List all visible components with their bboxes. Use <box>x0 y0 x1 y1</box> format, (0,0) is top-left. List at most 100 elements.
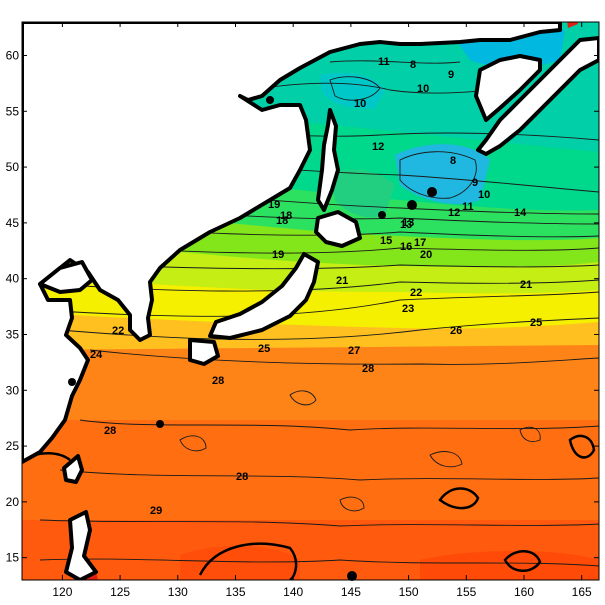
isotherm-lines <box>22 60 599 567</box>
y-tick-label: 35 <box>6 327 20 341</box>
x-tick-label: 150 <box>399 585 419 599</box>
bold-isotherm <box>198 542 298 580</box>
plot-frame <box>21 21 600 581</box>
isotherm <box>39 519 599 527</box>
isotherm <box>429 451 463 468</box>
contour-label: 23 <box>402 303 414 315</box>
x-tick-label: 145 <box>341 585 361 599</box>
orange-band <box>22 340 599 420</box>
isotherm <box>329 76 381 101</box>
isotherm <box>519 426 541 442</box>
contour-label: 13 <box>402 217 414 229</box>
contour-label: 24 <box>90 349 103 361</box>
contour-label: 26 <box>450 325 462 337</box>
isotherm <box>179 435 207 452</box>
x-tick-label: 130 <box>168 585 188 599</box>
contour-label: 10 <box>478 189 490 201</box>
contour-label: 27 <box>348 345 360 357</box>
contour-label: 12 <box>372 141 384 153</box>
island-dot <box>68 378 76 386</box>
contour-label: 13 <box>400 219 412 231</box>
cool-patch-okhotsk <box>320 72 385 109</box>
contour-label: 29 <box>150 505 162 517</box>
contour-label: 28 <box>236 471 248 483</box>
red-spot-kamchatka <box>567 22 578 28</box>
contour-label: 18 <box>280 210 292 222</box>
island-dot <box>378 211 386 219</box>
contour-label: 8 <box>450 155 456 167</box>
y-tick-label: 50 <box>6 160 20 174</box>
contour-label: 21 <box>336 275 348 287</box>
isotherm <box>289 390 317 406</box>
x-tick-label: 135 <box>225 585 245 599</box>
contour-label: 15 <box>380 235 392 247</box>
y-tick-label: 60 <box>6 48 20 62</box>
island-dot <box>266 96 274 104</box>
contour-label: 19 <box>268 199 280 211</box>
contour-label: 8 <box>410 59 416 71</box>
y-tick-label: 20 <box>6 495 20 509</box>
isotherm <box>59 469 599 481</box>
asian-mainland <box>22 22 562 464</box>
contour-label: 16 <box>400 241 412 253</box>
kamchatka-peninsula <box>476 36 599 156</box>
hot-patch-south <box>180 545 300 580</box>
isotherm <box>79 419 599 431</box>
x-tick-label: 120 <box>52 585 72 599</box>
contour-label: 25 <box>258 343 270 355</box>
contour-label: 11 <box>378 56 390 68</box>
y-tick-label: 15 <box>6 551 20 565</box>
japan-kyushu-shikoku <box>188 338 220 366</box>
isotherm <box>89 349 599 365</box>
contour-label: 19 <box>272 249 284 261</box>
bold-isotherm <box>503 550 542 572</box>
isotherm <box>339 496 365 512</box>
y-tick-label: 40 <box>6 272 20 286</box>
contour-label: 22 <box>410 287 422 299</box>
contour-label: 9 <box>472 177 478 189</box>
x-tick-label: 155 <box>456 585 476 599</box>
y-tick-label: 55 <box>6 104 20 118</box>
island-dot <box>347 571 357 581</box>
contour-label: 10 <box>354 98 366 110</box>
isotherm <box>39 558 599 567</box>
hokkaido-island <box>314 210 362 248</box>
contour-label: 20 <box>420 249 432 261</box>
y-tick-label: 45 <box>6 216 20 230</box>
contour-label: 22 <box>112 325 124 337</box>
isotherm <box>329 60 461 64</box>
contour-label: 14 <box>514 207 527 219</box>
x-tick-label: 165 <box>572 585 592 599</box>
contour-label: 28 <box>212 375 224 387</box>
taiwan-island <box>62 454 84 484</box>
island-dot <box>156 420 164 428</box>
bold-isotherm <box>438 487 480 510</box>
contour-label: 10 <box>417 83 429 95</box>
longitude-axis: 120 125 130 135 140 145 150 155 160 165 <box>52 22 592 599</box>
warm-band <box>22 420 599 520</box>
bold-isotherm <box>568 434 596 459</box>
contour-label: 12 <box>448 207 460 219</box>
japan-honshu <box>208 252 320 340</box>
contour-label: 21 <box>520 279 532 291</box>
contour-label: 28 <box>362 363 374 375</box>
isotherm <box>59 317 599 340</box>
contour-label: 28 <box>104 425 116 437</box>
land-masses <box>22 22 599 580</box>
contour-label: 9 <box>448 69 454 81</box>
y-tick-label: 25 <box>6 439 20 453</box>
x-tick-label: 125 <box>110 585 130 599</box>
y-tick-label: 30 <box>6 383 20 397</box>
luzon-island <box>64 510 98 580</box>
small-islands <box>68 96 437 581</box>
isotherm <box>399 151 477 199</box>
shandong-peninsula <box>38 260 94 294</box>
x-tick-label: 160 <box>514 585 534 599</box>
contour-labels: 11 9 8 10 10 12 8 9 10 11 12 13 14 15 16… <box>90 56 542 517</box>
contour-label: 18 <box>276 215 288 227</box>
island-dot <box>427 187 437 197</box>
contour-label: 17 <box>414 237 426 249</box>
kuril-gap-land <box>474 54 542 122</box>
contour-label: 11 <box>462 201 474 213</box>
amber-band <box>22 310 599 350</box>
